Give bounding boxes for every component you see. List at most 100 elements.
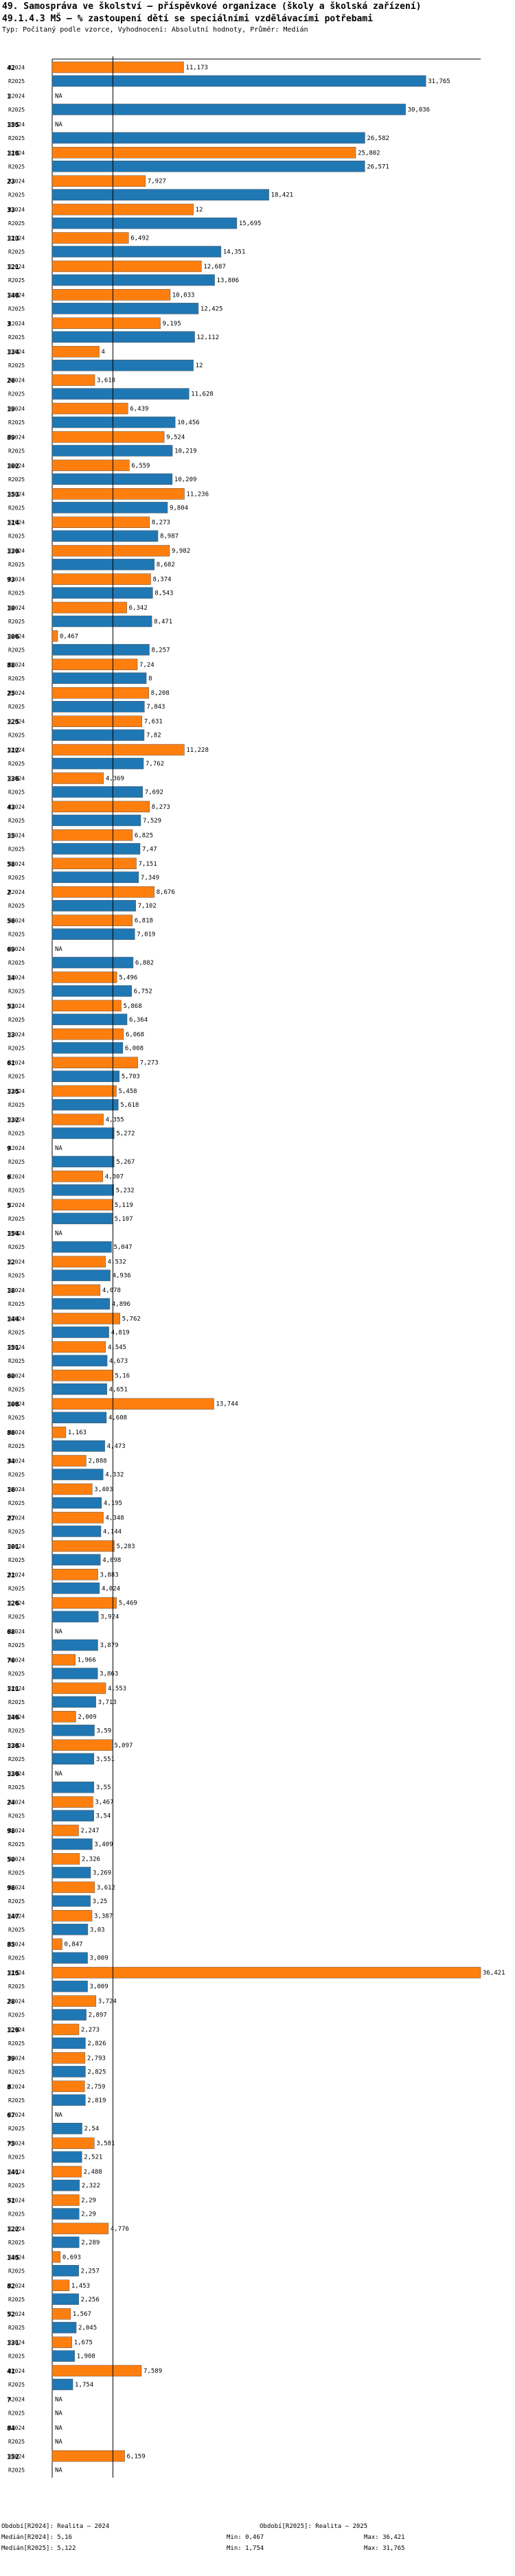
bar-r2024: [52, 1597, 117, 1609]
bar-r2025: [52, 1155, 115, 1168]
value-label: 8,543: [154, 590, 173, 597]
bar-r2025: [52, 2265, 79, 2277]
bar-r2024: [52, 317, 161, 330]
value-label: 1,675: [74, 2340, 93, 2347]
group-label: 56: [7, 918, 15, 925]
series-label: R2024: [8, 1117, 25, 1123]
series-label: R2024: [8, 2055, 25, 2061]
value-label: 11,228: [186, 747, 209, 754]
bar-r2025: [52, 1554, 101, 1566]
series-label: R2024: [8, 662, 25, 668]
group-label: 51: [7, 2198, 15, 2205]
group-label: 23: [7, 179, 15, 186]
value-label: 5,272: [116, 1131, 135, 1138]
series-label: R2024: [8, 434, 25, 440]
bar-r2024: [52, 2365, 142, 2377]
value-label: NA: [55, 1629, 62, 1635]
series-label: R2024: [8, 292, 25, 298]
series-label: R2025: [8, 647, 25, 653]
group-label: 82: [7, 2283, 15, 2290]
series-label: R2024: [8, 1486, 25, 1493]
value-label: 0,467: [60, 633, 78, 640]
group-label: 115: [7, 1970, 19, 1977]
bar-r2025: [52, 587, 153, 599]
value-label: 4,348: [105, 1515, 124, 1521]
series-label: R2025: [8, 2240, 25, 2246]
bar-r2024: [52, 232, 129, 244]
bar-r2025: [52, 1099, 119, 1111]
series-label: R2025: [8, 1699, 25, 1705]
bar-r2025: [52, 928, 135, 940]
value-label: NA: [55, 1230, 62, 1237]
group-label: 113: [7, 235, 19, 243]
bar-r2024: [52, 1171, 104, 1182]
series-label: R2024: [8, 2254, 25, 2260]
bar-r2025: [52, 1696, 96, 1708]
value-label: 2,009: [78, 1714, 96, 1721]
series-label: R2025: [8, 2040, 25, 2047]
series-label: R2024: [8, 2112, 25, 2118]
series-label: R2025: [8, 818, 25, 824]
value-label: 4,896: [112, 1301, 130, 1308]
group-label: 132: [7, 1117, 19, 1125]
series-label: R2025: [8, 249, 25, 255]
value-label: 4,545: [108, 1344, 126, 1351]
value-label: 7,529: [143, 818, 161, 825]
group-label: 3: [7, 321, 11, 328]
value-label: 10,209: [174, 476, 197, 483]
series-label: R2025: [8, 676, 25, 682]
series-label: R2025: [8, 1585, 25, 1591]
group-label: 21: [7, 1572, 15, 1579]
group-label: 33: [7, 207, 15, 214]
series-label: R2024: [8, 2027, 25, 2033]
series-label: R2024: [8, 1401, 25, 1407]
series-label: R2025: [8, 1784, 25, 1791]
value-label: 12,687: [203, 264, 226, 271]
value-label: 2,256: [81, 2297, 100, 2303]
group-label: 12: [7, 1259, 15, 1267]
value-label: NA: [55, 2410, 62, 2417]
series-label: R2024: [8, 1572, 25, 1578]
value-label: 31,765: [428, 78, 450, 85]
series-label: R2024: [8, 1003, 25, 1009]
bar-r2024: [52, 2222, 109, 2235]
group-label: 75: [7, 2141, 15, 2148]
value-label: 7,692: [145, 790, 163, 796]
series-label: R2024: [8, 1344, 25, 1350]
bar-r2025: [52, 2009, 87, 2021]
bar-r2025: [52, 1013, 128, 1026]
bar-r2024: [52, 1910, 93, 1922]
bar-r2024: [52, 1370, 113, 1381]
value-label: 2,488: [84, 2169, 102, 2176]
bar-r2024: [52, 2194, 80, 2206]
bar-r2024: [52, 915, 133, 926]
group-label: 154: [7, 1230, 19, 1238]
series-label: R2024: [8, 1828, 25, 1834]
bar-r2025: [52, 246, 222, 257]
group-label: 25: [7, 690, 15, 698]
series-label: R2024: [8, 1885, 25, 1891]
series-label: R2024: [8, 2084, 25, 2090]
group-label: 67: [7, 2112, 15, 2119]
series-label: R2024: [8, 1287, 25, 1293]
series-label: R2024: [8, 1429, 25, 1436]
bar-r2025: [52, 132, 365, 144]
bar-r2024: [52, 1540, 115, 1552]
group-label: 122: [7, 2226, 19, 2233]
value-label: 9,195: [163, 321, 181, 327]
group-label: 18: [7, 1287, 15, 1295]
bar-r2024: [52, 516, 150, 528]
series-label: R2025: [8, 1557, 25, 1563]
group-label: 76: [7, 1657, 15, 1665]
series-label: R2024: [8, 2169, 25, 2175]
series-label: R2024: [8, 1543, 25, 1550]
value-label: 12,112: [197, 334, 220, 341]
value-label: 2,759: [87, 2084, 105, 2091]
bar-r2024: [52, 2251, 61, 2263]
group-label: 39: [7, 2055, 15, 2062]
bar-r2025: [52, 473, 173, 485]
value-label: 5,703: [122, 1074, 140, 1081]
bar-r2024: [52, 260, 202, 273]
value-label: 8,257: [151, 647, 170, 654]
value-label: NA: [55, 93, 62, 100]
